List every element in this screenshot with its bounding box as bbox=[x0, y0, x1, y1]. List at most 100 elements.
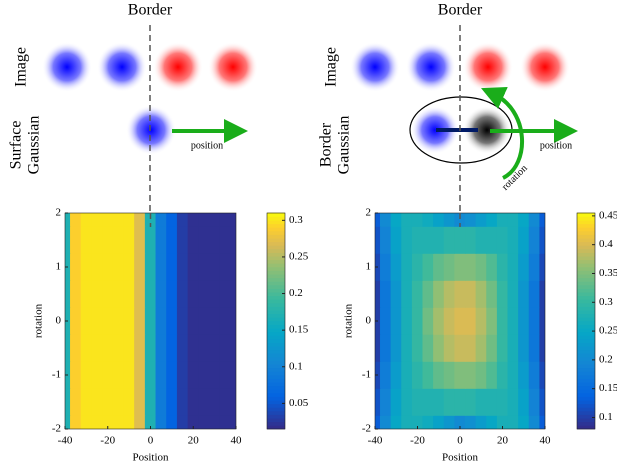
colorbar-segment bbox=[577, 417, 595, 423]
panel-title: Border bbox=[438, 2, 483, 19]
heat-cell bbox=[443, 213, 455, 227]
heat-cell bbox=[496, 253, 509, 281]
heat-cell bbox=[102, 307, 114, 335]
heat-cell bbox=[433, 213, 445, 227]
colorbar-segment bbox=[577, 335, 595, 340]
colorbar-segment bbox=[267, 421, 285, 426]
colorbar-segment bbox=[267, 327, 285, 333]
heat-cell bbox=[155, 388, 167, 416]
heat-cell bbox=[102, 415, 114, 429]
heat-cell bbox=[198, 388, 210, 416]
heat-cell bbox=[80, 361, 93, 389]
colorbar-segment bbox=[267, 392, 285, 397]
heat-cell bbox=[176, 226, 189, 254]
colorbar-segment bbox=[267, 410, 285, 415]
heat-cell bbox=[528, 307, 540, 335]
heat-cell bbox=[422, 226, 434, 254]
heat-cell bbox=[155, 307, 167, 335]
heat-cell bbox=[102, 334, 114, 362]
heat-cell bbox=[486, 415, 498, 429]
colorbar-segment bbox=[267, 338, 285, 343]
colorbar-segment bbox=[577, 252, 595, 257]
heat-cell bbox=[219, 388, 231, 416]
row-label: Gaussian bbox=[26, 116, 43, 175]
heat-cell bbox=[390, 213, 402, 227]
colorbar-segment bbox=[577, 234, 595, 239]
heat-cell bbox=[375, 213, 381, 227]
x-tick-label: -40 bbox=[58, 435, 73, 447]
row-label: Surface bbox=[8, 121, 25, 170]
colorbar-segment bbox=[577, 342, 595, 347]
colorbar-segment bbox=[577, 331, 595, 336]
colorbar-segment bbox=[267, 407, 285, 412]
heat-cell bbox=[422, 361, 434, 389]
rotation-arrow bbox=[481, 86, 524, 180]
heat-cell bbox=[433, 307, 445, 335]
colorbar-tick-label: 0.25 bbox=[599, 325, 617, 337]
heatmap bbox=[375, 213, 545, 429]
blob bbox=[42, 42, 92, 92]
heat-cell bbox=[112, 361, 125, 389]
colorbar-segment bbox=[577, 371, 595, 376]
heat-cell bbox=[219, 415, 231, 429]
heat-cell bbox=[134, 361, 146, 389]
colorbar-segment bbox=[267, 234, 285, 239]
heat-cell bbox=[496, 213, 509, 227]
heat-cell bbox=[80, 226, 93, 254]
heat-cell bbox=[443, 334, 455, 362]
colorbar-segment bbox=[267, 227, 285, 232]
colorbar-segment bbox=[267, 374, 285, 379]
colorbar-segment bbox=[577, 414, 595, 419]
colorbar-segment bbox=[267, 245, 285, 250]
heat-cell bbox=[454, 388, 466, 416]
heat-cell bbox=[539, 415, 545, 429]
heat-cell bbox=[422, 280, 434, 308]
heat-cell bbox=[411, 388, 424, 416]
heat-cell bbox=[443, 280, 455, 308]
colorbar-segment bbox=[267, 371, 285, 376]
heat-cell bbox=[454, 253, 466, 281]
colorbar-segment bbox=[267, 306, 285, 311]
colorbar-segment bbox=[577, 356, 595, 361]
heat-cell bbox=[198, 334, 210, 362]
colorbar-segment bbox=[577, 248, 595, 253]
heat-cell bbox=[166, 307, 178, 335]
heat-cell bbox=[166, 334, 178, 362]
heat-cell bbox=[454, 415, 466, 429]
colorbar-segment bbox=[267, 252, 285, 257]
heat-cell bbox=[518, 415, 530, 429]
heat-cell bbox=[380, 226, 392, 254]
colorbar-segment bbox=[577, 299, 595, 304]
colorbar-segment bbox=[267, 399, 285, 405]
heat-cell bbox=[380, 388, 392, 416]
heat-cell bbox=[518, 280, 530, 308]
y-tick-label: -2 bbox=[52, 423, 61, 435]
heat-cell bbox=[496, 280, 509, 308]
colorbar-segment bbox=[267, 284, 285, 289]
heat-cell bbox=[80, 253, 93, 281]
heat-cell bbox=[123, 307, 135, 335]
heat-cell bbox=[80, 307, 93, 335]
colorbar-segment bbox=[577, 381, 595, 387]
heat-cell bbox=[539, 361, 545, 389]
heat-cell bbox=[411, 253, 424, 281]
colorbar-segment bbox=[577, 223, 595, 228]
colorbar-segment bbox=[577, 219, 595, 225]
heat-cell bbox=[91, 361, 103, 389]
heat-cell bbox=[219, 361, 231, 389]
colorbar-segment bbox=[267, 353, 285, 358]
heat-cell bbox=[380, 415, 392, 429]
heat-cell bbox=[422, 388, 434, 416]
heat-cell bbox=[123, 280, 135, 308]
colorbar-segment bbox=[577, 320, 595, 325]
colorbar-tick-label: 0.35 bbox=[599, 267, 617, 279]
heat-cell bbox=[465, 226, 477, 254]
colorbar-segment bbox=[577, 270, 595, 275]
heat-cell bbox=[219, 334, 231, 362]
colorbar-segment bbox=[577, 313, 595, 318]
heat-cell bbox=[166, 226, 178, 254]
colorbar-segment bbox=[267, 295, 285, 300]
colorbar-segment bbox=[267, 255, 285, 261]
heat-cell bbox=[219, 226, 231, 254]
colorbar-segment bbox=[267, 396, 285, 401]
